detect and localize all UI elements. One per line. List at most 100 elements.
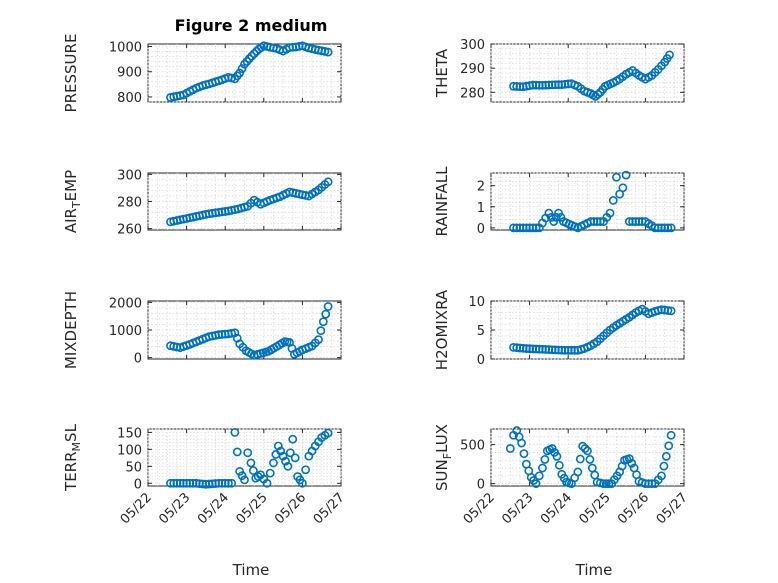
data-point (281, 456, 290, 466)
data-point (599, 479, 608, 489)
y-tick-label: 1 (477, 201, 485, 216)
y-tick-label: 10 (468, 295, 485, 310)
data-point (278, 451, 288, 461)
data-point (621, 170, 631, 180)
data-point (323, 428, 333, 438)
data-point (227, 328, 237, 338)
data-point (601, 479, 611, 489)
y-tick-label: 800 (117, 91, 142, 106)
x-axis-label-right: Time (575, 561, 613, 579)
data-point (659, 461, 669, 471)
y-tick-label: 5 (477, 324, 485, 339)
data-point (593, 89, 603, 99)
data-point (661, 451, 671, 461)
data-point (244, 54, 254, 64)
y-tick-label: 900 (117, 66, 142, 81)
data-point (663, 306, 673, 315)
data-point (580, 444, 590, 453)
y-axis-label-main: AIR (62, 208, 80, 233)
y-axis-label-subscript: F (441, 453, 454, 459)
data-point (612, 172, 621, 182)
y-axis-label-rest: SL (62, 423, 80, 442)
y-tick-label: 300 (117, 168, 142, 183)
y-axis-label: THETA (433, 48, 451, 98)
data-point (262, 478, 272, 488)
data-point (314, 335, 323, 345)
data-point (665, 50, 674, 60)
data-point (237, 471, 247, 481)
data-point (538, 463, 547, 473)
y-tick-label: 300 (460, 38, 485, 53)
data-point (297, 478, 307, 488)
subplot-4: 0 1 2 RAINFALL (433, 166, 685, 237)
data-point (531, 479, 541, 489)
data-point (285, 448, 295, 458)
data-point (235, 68, 245, 78)
data-point (666, 223, 676, 233)
y-tick-label: 260 (117, 223, 142, 238)
y-tick-label: 50 (125, 460, 142, 475)
x-axis-label-left: Time (232, 561, 270, 579)
y-axis-label: H2OMIXRA (433, 289, 451, 370)
y-axis-label-subscript: M (70, 442, 83, 452)
data-point (552, 451, 562, 461)
data-point (618, 183, 628, 193)
y-axis-label: RAINFALL (433, 166, 451, 237)
data-point (666, 306, 676, 316)
y-tick-label: 280 (460, 86, 485, 101)
data-point (627, 458, 637, 468)
y-tick-label: 290 (460, 62, 485, 77)
y-tick-label: 150 (117, 426, 142, 441)
y-axis-label-main: SUN (433, 459, 451, 491)
y-tick-label: 0 (134, 477, 142, 492)
data-point (657, 471, 666, 481)
figure-title: Figure 2 medium (175, 16, 328, 35)
subplot-3: 260 280 300 AIRTEMP (62, 168, 342, 238)
data-point (276, 446, 286, 456)
data-point (227, 478, 237, 488)
data-point (663, 223, 673, 233)
data-point (664, 441, 674, 451)
data-point (519, 449, 529, 458)
data-point (583, 446, 592, 456)
data-point (575, 454, 585, 464)
y-tick-label: 0 (477, 353, 485, 368)
subplot-1: 800 900 1000 PRESSURE (62, 34, 342, 113)
data-point (288, 434, 298, 444)
data-point (531, 223, 541, 233)
data-point (265, 468, 275, 478)
data-point (247, 51, 257, 61)
y-axis-label: PRESSURE (62, 34, 80, 113)
data-point (316, 326, 326, 336)
data-point (573, 467, 583, 477)
y-tick-label: 0 (477, 478, 485, 493)
data-point (608, 196, 618, 205)
data-point (246, 458, 256, 468)
data-point (595, 217, 605, 226)
y-axis-label-subscript: T (70, 201, 83, 209)
y-axis-label: MIXDEPTH (62, 291, 80, 369)
y-axis-label-main: TERR (62, 451, 80, 492)
data-point (240, 475, 249, 485)
data-point (273, 441, 283, 451)
data-point (534, 471, 544, 481)
y-tick-label: 1000 (109, 41, 142, 56)
data-point (505, 444, 515, 453)
data-point (232, 447, 242, 457)
data-point (269, 458, 278, 468)
data-point (235, 467, 245, 476)
y-axis-label: AIRTEMP (62, 170, 83, 233)
data-point (243, 448, 253, 458)
y-tick-label: 2 (477, 180, 485, 195)
y-tick-label: 500 (460, 439, 485, 454)
data-point (323, 177, 333, 187)
data-point (585, 455, 595, 464)
data-point (321, 309, 331, 319)
data-point (323, 302, 333, 311)
data-point (318, 317, 328, 327)
data-point (540, 455, 550, 464)
data-point (224, 478, 233, 488)
y-axis-label-rest: LUX (433, 424, 451, 453)
data-point (323, 47, 333, 57)
